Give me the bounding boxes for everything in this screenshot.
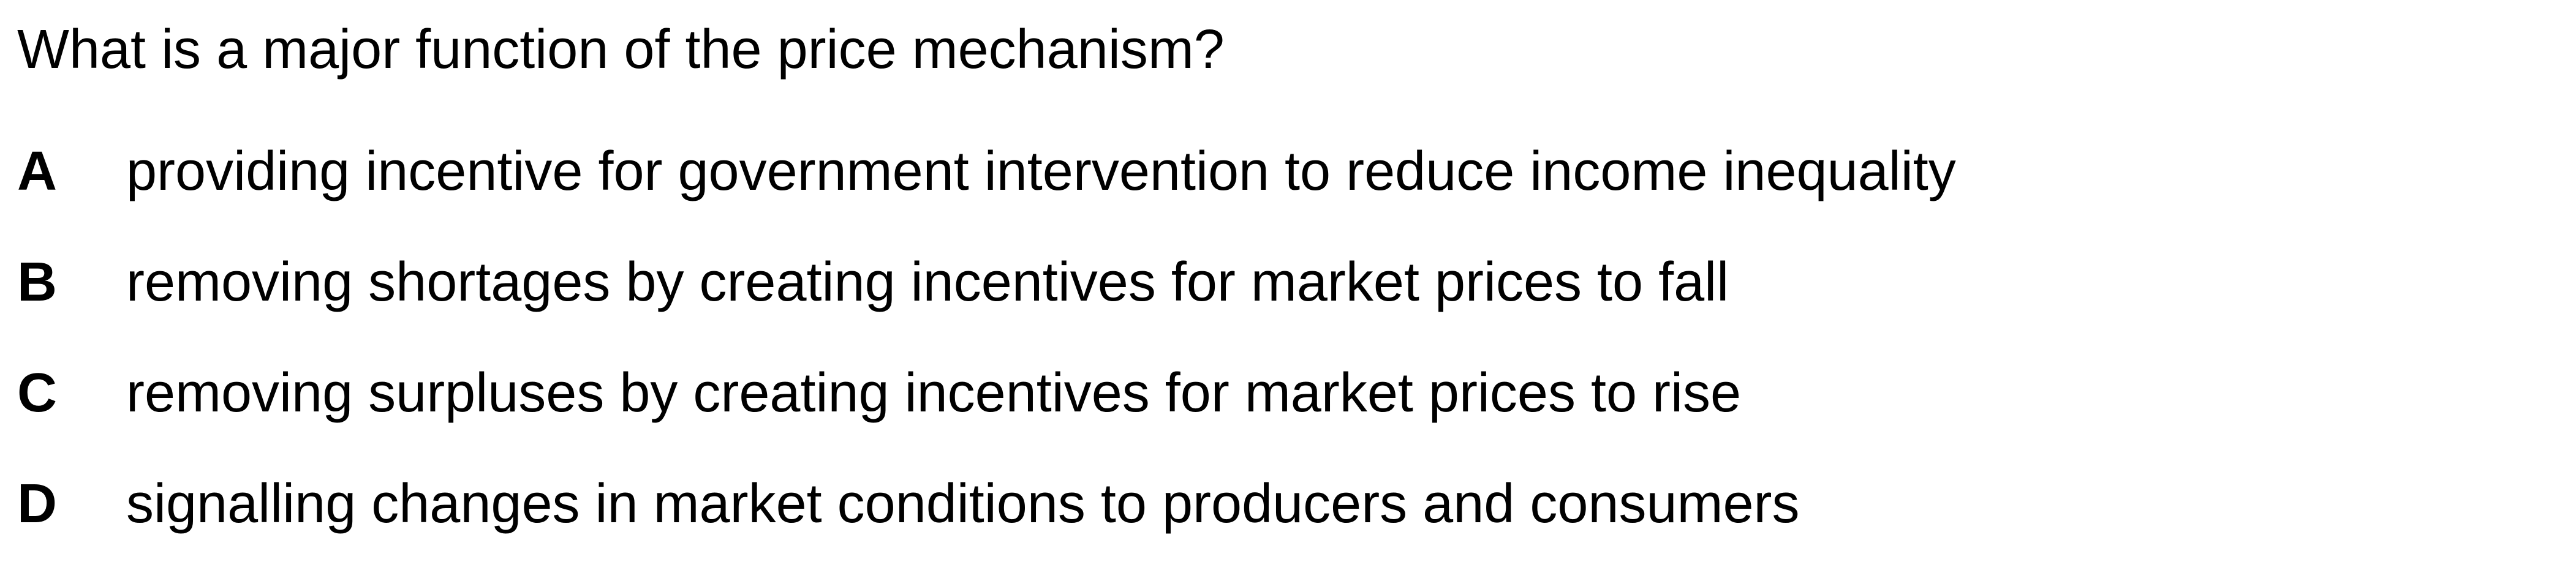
answer-options: A providing incentive for government int…: [17, 138, 1956, 581]
option-d: D signalling changes in market condition…: [17, 470, 1956, 581]
option-text: providing incentive for government inter…: [126, 141, 1956, 202]
option-c: C removing surpluses by creating incenti…: [17, 359, 1956, 470]
option-letter: B: [17, 252, 57, 313]
option-text: removing shortages by creating incentive…: [126, 252, 1729, 313]
option-text: removing surpluses by creating incentive…: [126, 362, 1742, 424]
option-letter: A: [17, 141, 57, 202]
option-b: B removing shortages by creating incenti…: [17, 249, 1956, 359]
option-letter: D: [17, 473, 57, 534]
option-text: signalling changes in market conditions …: [126, 473, 1800, 534]
question-text: What is a major function of the price me…: [17, 19, 1225, 80]
option-letter: C: [17, 362, 57, 424]
option-a: A providing incentive for government int…: [17, 138, 1956, 249]
